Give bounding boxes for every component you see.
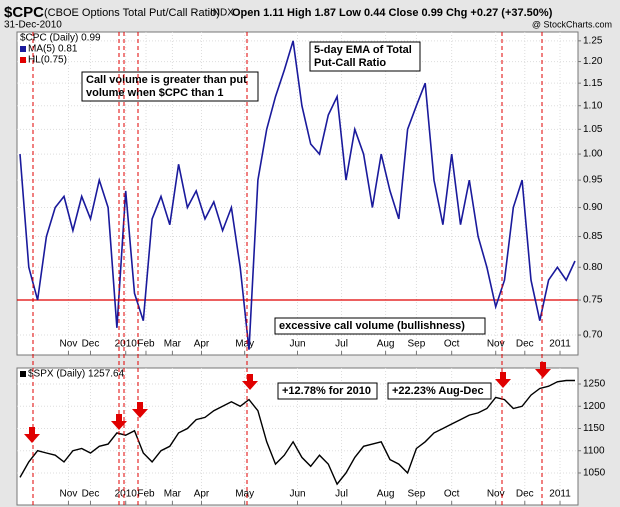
x-tick-label: Mar — [164, 339, 182, 350]
x-tick-label: Dec — [82, 339, 100, 350]
ohlc: Open 1.11 High 1.87 Low 0.44 Close 0.99 … — [232, 7, 553, 19]
y-tick-label: 1.25 — [583, 35, 603, 46]
annotation: +22.23% Aug-Dec — [392, 385, 484, 397]
x-tick-label: Feb — [137, 339, 155, 350]
credit: @ StockCharts.com — [532, 19, 612, 29]
annotation-box — [274, 317, 486, 335]
symbol: $CPC — [4, 4, 44, 21]
y-tick-label: 0.80 — [583, 262, 603, 273]
legend-label: $SPX (Daily) 1257.64 — [28, 369, 125, 380]
annotation-box — [81, 71, 259, 102]
symbol-name: (CBOE Options Total Put/Call Ratio) — [44, 7, 220, 19]
legend-swatch — [20, 57, 26, 63]
annotation: 5-day EMA of Total — [314, 44, 412, 56]
y-tick-label: 1250 — [583, 379, 606, 390]
arrow — [132, 402, 148, 418]
y-tick-label: 1.20 — [583, 56, 603, 67]
annotation-box — [309, 41, 421, 72]
legend-label: HL(0.75) — [28, 55, 67, 66]
x-tick-label: 2011 — [549, 339, 571, 350]
x-tick-label: Nov — [487, 489, 505, 500]
exchange: INDX — [210, 8, 234, 19]
x-tick-label: Apr — [194, 339, 210, 350]
annotation: excessive call volume (bullishness) — [279, 320, 465, 332]
x-tick-label: Oct — [444, 489, 460, 500]
x-tick-label: Nov — [487, 339, 505, 350]
y-tick-label: 0.70 — [583, 330, 603, 341]
annotation: +12.78% for 2010 — [282, 385, 371, 397]
x-tick-label: Mar — [164, 489, 182, 500]
x-tick-label: May — [235, 489, 254, 500]
x-tick-label: Sep — [408, 339, 426, 350]
date: 31-Dec-2010 — [4, 20, 62, 31]
x-tick-label: Jul — [335, 339, 348, 350]
legend-swatch — [20, 46, 26, 52]
annotation: Call volume is greater than put — [86, 74, 247, 86]
arrow — [242, 374, 258, 390]
y-tick-label: 1.15 — [583, 78, 603, 89]
x-tick-label: Jun — [289, 489, 305, 500]
x-tick-label: Feb — [137, 489, 155, 500]
y-tick-label: 0.95 — [583, 175, 603, 186]
y-tick-label: 1.10 — [583, 100, 603, 111]
x-tick-label: May — [235, 339, 254, 350]
annotation: Put-Call Ratio — [314, 57, 386, 69]
legend-swatch — [20, 371, 26, 377]
arrow — [495, 372, 511, 388]
x-tick-label: Apr — [194, 489, 210, 500]
x-tick-label: Dec — [516, 489, 534, 500]
x-tick-label: Nov — [60, 339, 78, 350]
legend-label: MA(5) 0.81 — [28, 44, 78, 55]
x-tick-label: Dec — [82, 489, 100, 500]
y-tick-label: 1.05 — [583, 124, 603, 135]
annotation-box — [277, 382, 378, 400]
annotation-box — [387, 382, 492, 400]
y-tick-label: 1050 — [583, 468, 606, 479]
x-tick-label: Jun — [289, 339, 305, 350]
y-tick-label: 0.85 — [583, 231, 603, 242]
arrow — [535, 362, 551, 378]
y-tick-label: 0.75 — [583, 295, 603, 306]
x-tick-label: Aug — [377, 489, 395, 500]
y-tick-label: 1150 — [583, 423, 605, 434]
x-tick-label: Jul — [335, 489, 348, 500]
y-tick-label: 1100 — [583, 445, 605, 456]
y-tick-label: 1200 — [583, 401, 606, 412]
x-tick-label: 2010 — [115, 339, 138, 350]
x-tick-label: 2011 — [549, 489, 571, 500]
x-tick-label: Nov — [60, 489, 78, 500]
x-tick-label: 2010 — [115, 489, 138, 500]
y-tick-label: 0.90 — [583, 202, 603, 213]
series-line — [19, 379, 575, 486]
x-tick-label: Aug — [377, 339, 395, 350]
y-tick-label: 1.00 — [583, 149, 603, 160]
x-tick-label: Sep — [408, 489, 426, 500]
arrow — [111, 414, 127, 430]
annotation: volume when $CPC than 1 — [86, 87, 224, 99]
arrow — [24, 427, 40, 443]
legend-header: $CPC (Daily) 0.99 — [20, 33, 101, 44]
x-tick-label: Oct — [444, 339, 460, 350]
series-line — [19, 40, 576, 350]
x-tick-label: Dec — [516, 339, 534, 350]
